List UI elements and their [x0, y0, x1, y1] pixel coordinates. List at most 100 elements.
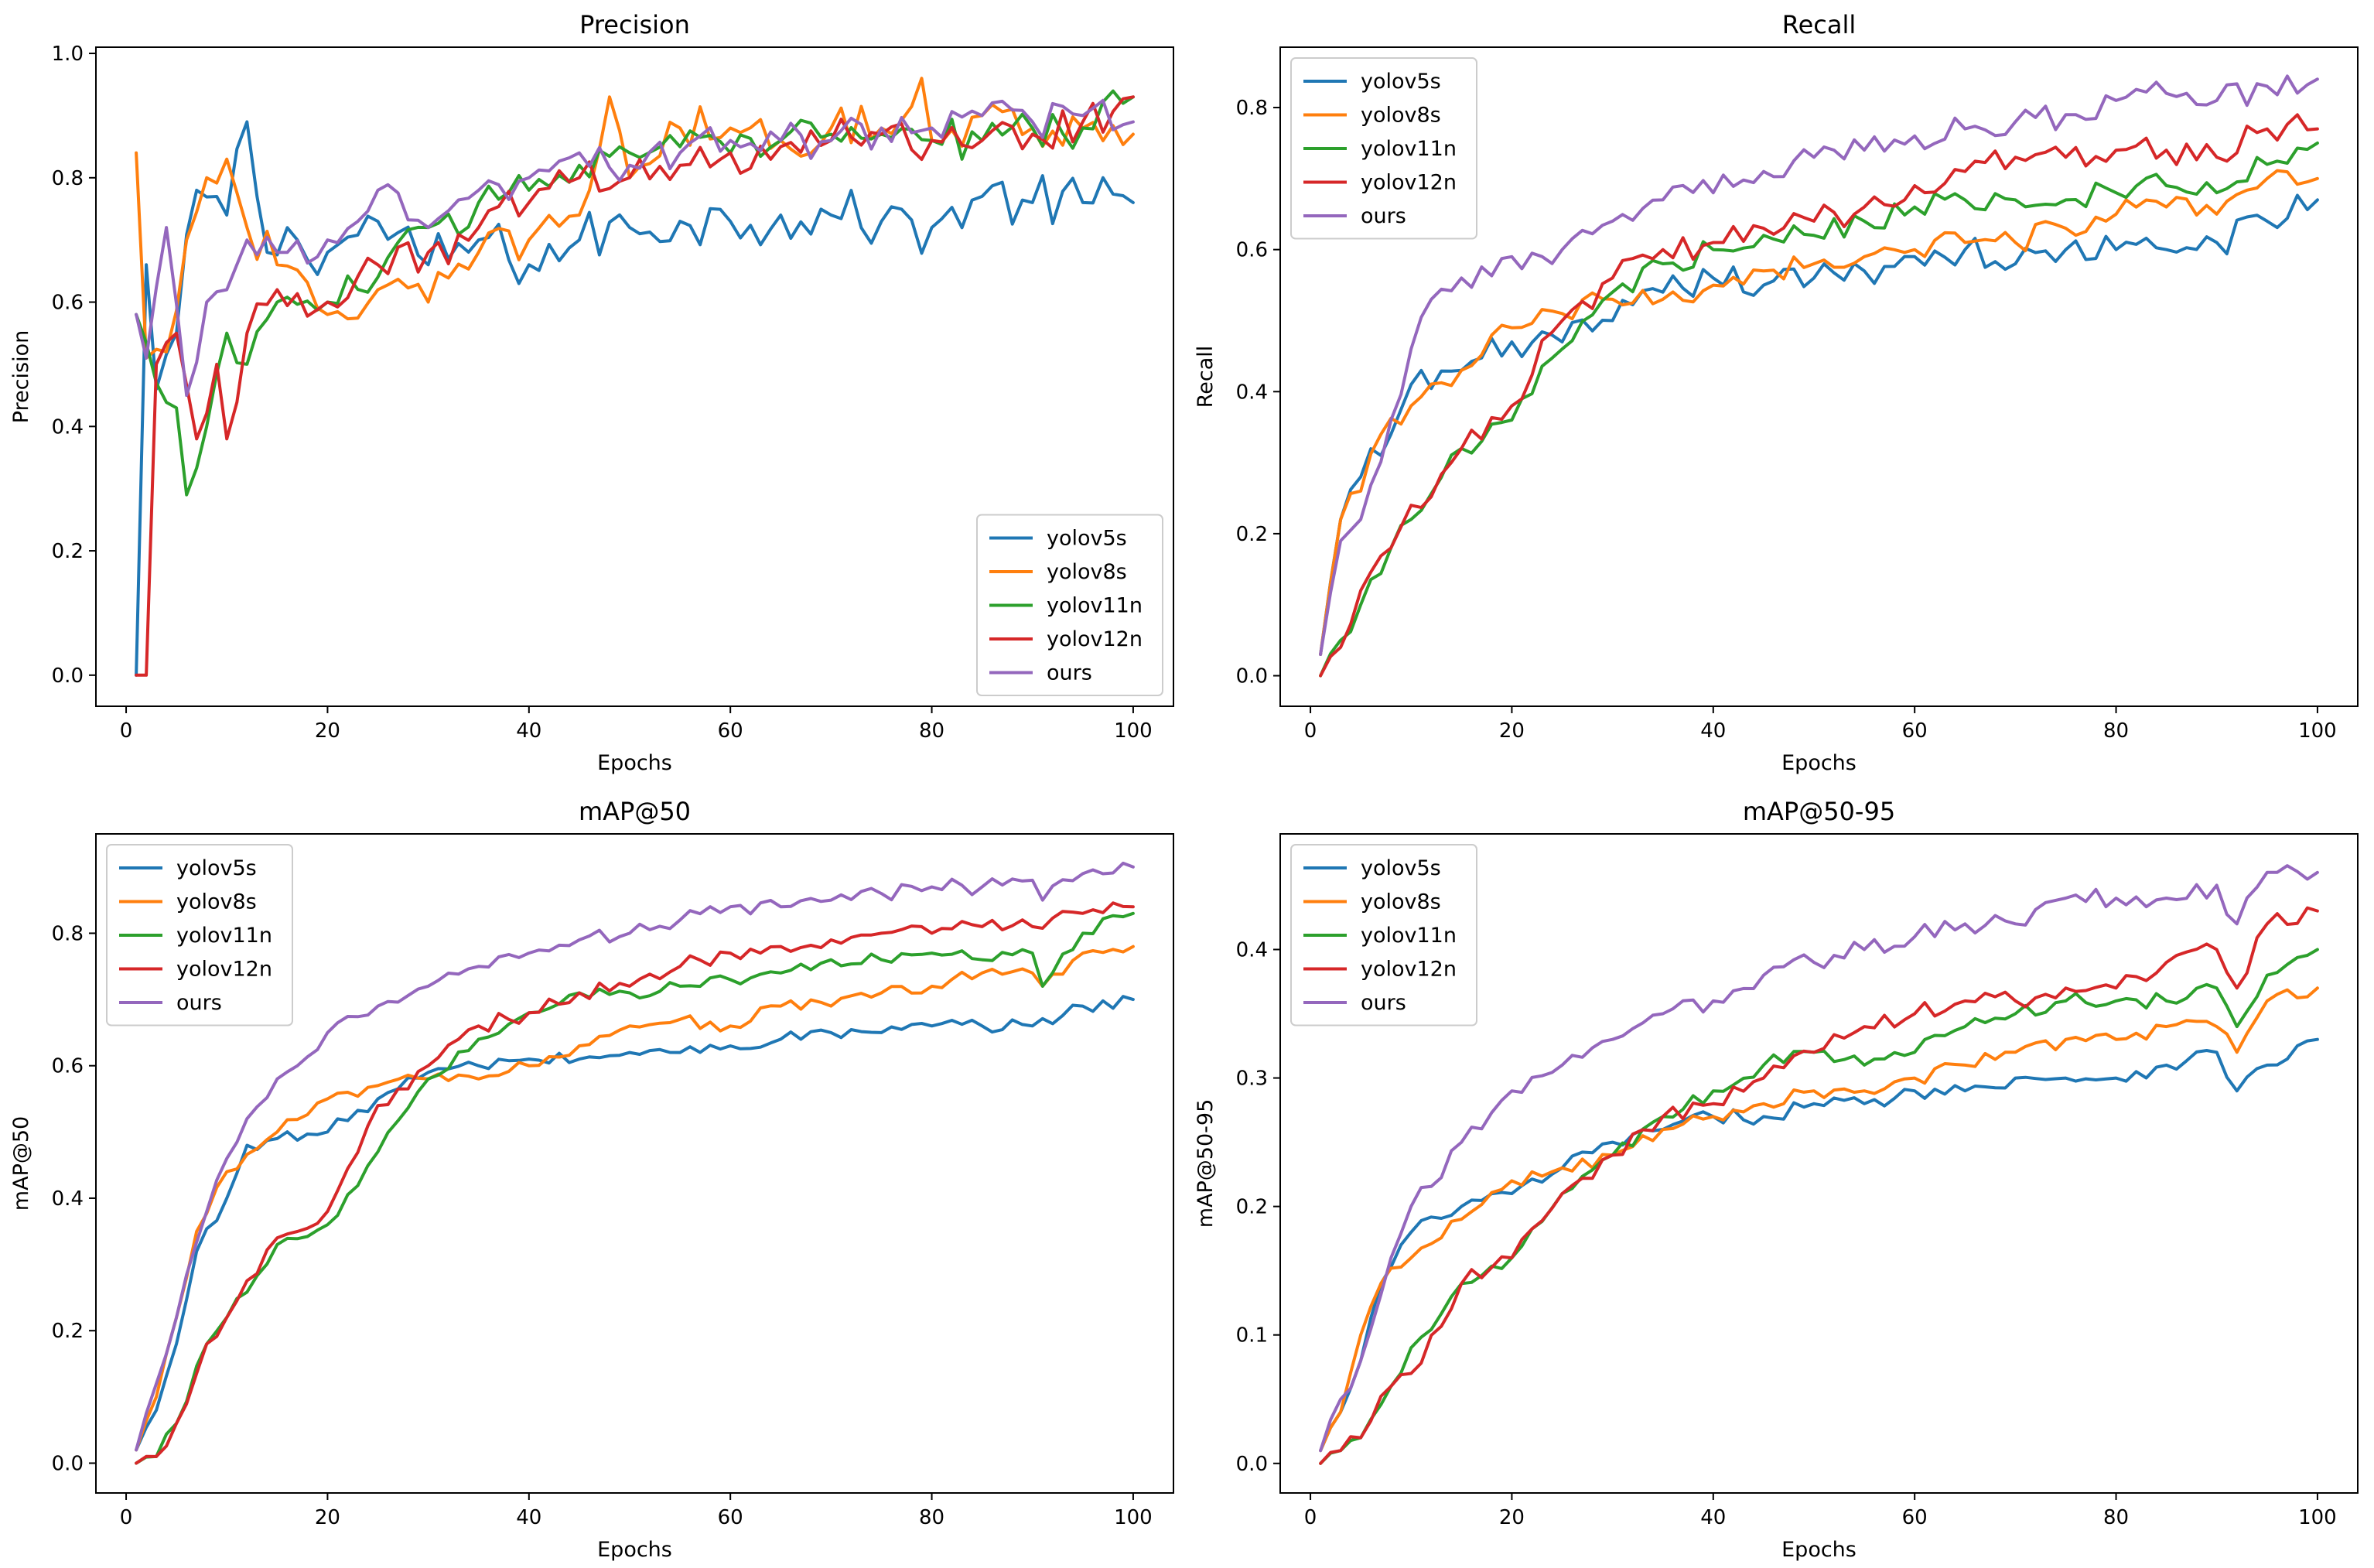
plot-frame: [95, 46, 1174, 707]
y-tick-label: 0.3: [1236, 1068, 1268, 1091]
series-line-ours: [135, 98, 1135, 398]
y-axis-label: Precision: [9, 330, 33, 423]
x-tick-label: 0: [120, 1506, 133, 1529]
x-tick-label: 20: [1499, 1506, 1525, 1529]
x-tick-label: 80: [2103, 1506, 2129, 1529]
plot-frame: [1279, 46, 2359, 707]
series-lines: [1319, 74, 2319, 678]
legend: yolov5s yolov8s yolov11n yolov12n ours: [1290, 844, 1477, 1027]
y-tick-label: 0.0: [52, 1452, 84, 1475]
series-line-yolov8s: [1319, 169, 2319, 656]
x-axis-label: Epochs: [1781, 751, 1857, 775]
x-tick-label: 100: [1114, 1506, 1153, 1529]
y-tick-label: 0.0: [1236, 1453, 1268, 1476]
legend-label-ours: ours: [1361, 991, 1406, 1015]
legend-label-yolov11n: yolov11n: [176, 924, 272, 948]
y-axis-label: mAP@50: [9, 1116, 33, 1211]
series-line-yolov5s: [135, 995, 1135, 1452]
legend-label-yolov11n: yolov11n: [1047, 594, 1143, 618]
x-tick-label: 100: [2298, 1506, 2337, 1529]
series-line-yolov11n: [135, 89, 1135, 497]
series-line-yolov8s: [135, 945, 1135, 1452]
x-tick-label: 40: [516, 1506, 541, 1529]
y-tick-label: 0.0: [1236, 665, 1268, 688]
y-tick-label: 0.6: [52, 1055, 84, 1078]
y-tick-label: 0.6: [52, 292, 84, 315]
legend-label-ours: ours: [176, 991, 222, 1015]
y-tick-label: 0.0: [52, 664, 84, 688]
legend-label-yolov5s: yolov5s: [1047, 527, 1127, 551]
legend: yolov5s yolov8s yolov11n yolov12n ours: [976, 514, 1163, 696]
y-tick-label: 0.8: [52, 922, 84, 945]
x-tick-label: 80: [2103, 719, 2129, 743]
y-tick-label: 0.4: [1236, 381, 1268, 404]
plot-frame: [1279, 833, 2359, 1494]
legend-label-yolov5s: yolov5s: [1361, 70, 1441, 94]
panel-2: Recall 0 20 40 60 80 100 0.0 0.2 0.4 0.6 0.8 Epochs R…: [1194, 10, 2359, 775]
x-axis-label: Epochs: [597, 1538, 672, 1562]
x-axis-label: Epochs: [597, 751, 672, 775]
y-axis-label: mAP@50-95: [1194, 1099, 1218, 1228]
legend-label-ours: ours: [1047, 661, 1092, 685]
series-lines: [135, 77, 1135, 677]
x-tick-label: 20: [1499, 719, 1525, 743]
y-tick-label: 0.2: [1236, 1196, 1268, 1219]
legend-box: [1290, 844, 1477, 1027]
x-tick-label: 80: [919, 1506, 944, 1529]
panel-title: mAP@50: [579, 797, 691, 826]
legend: yolov5s yolov8s yolov11n yolov12n ours: [1290, 57, 1477, 240]
x-tick-label: 60: [718, 1506, 743, 1529]
series-line-ours: [1319, 74, 2319, 656]
x-tick-label: 0: [120, 719, 133, 743]
y-tick-label: 0.2: [52, 1320, 84, 1343]
y-tick-label: 0.2: [1236, 523, 1268, 546]
panel-title: Precision: [579, 10, 690, 39]
panel-3: mAP@50 0 20 40 60 80 100 0.0 0.2 0.4 0.6 0.8 Epochs m…: [9, 797, 1174, 1562]
legend-label-yolov8s: yolov8s: [1047, 560, 1127, 584]
y-tick-label: 0.4: [52, 1187, 84, 1211]
panel-title: mAP@50-95: [1743, 797, 1895, 826]
legend-label-yolov5s: yolov5s: [176, 856, 257, 880]
x-tick-label: 0: [1304, 719, 1317, 743]
x-tick-label: 40: [516, 719, 541, 743]
x-tick-label: 60: [1902, 1506, 1928, 1529]
legend-box: [106, 844, 293, 1027]
series-line-yolov12n: [1319, 906, 2319, 1465]
legend-label-yolov12n: yolov12n: [176, 958, 272, 982]
legend: yolov5s yolov8s yolov11n yolov12n ours: [106, 844, 293, 1027]
series-line-yolov5s: [1319, 193, 2319, 656]
x-tick-label: 40: [1700, 1506, 1726, 1529]
y-tick-label: 0.1: [1236, 1324, 1268, 1348]
legend-box: [976, 514, 1163, 696]
series-line-yolov5s: [1319, 1037, 2319, 1453]
legend-label-yolov12n: yolov12n: [1361, 171, 1457, 195]
x-tick-label: 100: [1114, 719, 1153, 743]
y-tick-label: 0.8: [52, 167, 84, 190]
legend-label-yolov12n: yolov12n: [1361, 958, 1457, 982]
series-lines: [135, 861, 1135, 1465]
legend-label-yolov11n: yolov11n: [1361, 137, 1457, 161]
x-tick-label: 0: [1304, 1506, 1317, 1529]
legend-label-yolov12n: yolov12n: [1047, 627, 1143, 651]
series-line-yolov12n: [135, 95, 1135, 677]
y-tick-label: 0.4: [52, 415, 84, 439]
x-tick-label: 60: [718, 719, 743, 743]
series-lines: [1319, 864, 2319, 1465]
x-tick-label: 20: [315, 719, 340, 743]
series-line-yolov11n: [135, 911, 1135, 1465]
series-line-yolov8s: [135, 77, 1135, 360]
series-line-ours: [1319, 864, 2319, 1453]
x-tick-label: 60: [1902, 719, 1928, 743]
series-line-yolov8s: [1319, 986, 2319, 1453]
x-tick-label: 100: [2298, 719, 2337, 743]
x-axis-label: Epochs: [1781, 1538, 1857, 1562]
series-line-ours: [135, 861, 1135, 1452]
panel-4: mAP@50-95 0 20 40 60 80 100 0.0 0.1 0.2 0.3 0.4 Epoc…: [1194, 797, 2359, 1562]
legend-box: [1290, 57, 1477, 240]
x-tick-label: 40: [1700, 719, 1726, 743]
y-tick-label: 1.0: [52, 43, 84, 66]
x-tick-label: 80: [919, 719, 944, 743]
panel-1: Precision 0 20 40 60 80 100 0.0 0.2 0.4 0.6 0.8 1.0 E…: [9, 10, 1174, 775]
series-line-yolov12n: [135, 901, 1135, 1465]
